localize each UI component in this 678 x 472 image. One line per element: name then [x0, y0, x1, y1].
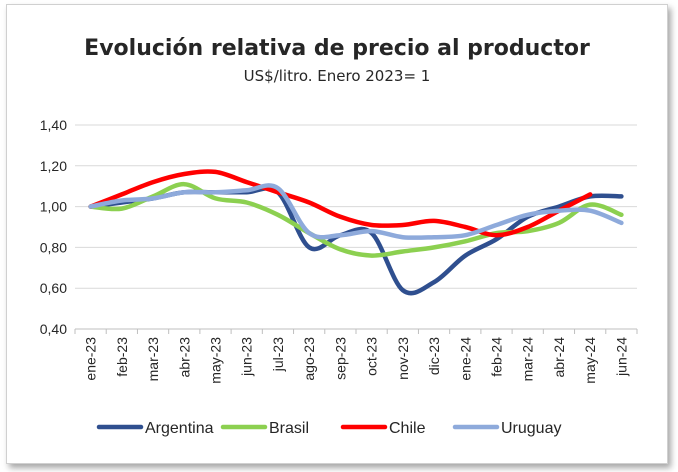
legend-label: Chile [389, 420, 426, 437]
y-tick-label: 1,00 [40, 199, 67, 215]
x-tick-label: ene-23 [83, 337, 99, 381]
legend-label: Uruguay [501, 420, 561, 437]
x-tick-label: abr-23 [176, 337, 192, 378]
y-tick-label: 0,80 [40, 239, 67, 255]
legend-item-uruguay: Uruguay [452, 420, 561, 437]
chart-title: Evolución relativa de precio al producto… [84, 36, 590, 61]
x-tick-label: ene-24 [457, 337, 473, 381]
legend-label: Argentina [145, 420, 214, 437]
y-tick-label: 0,60 [40, 280, 67, 296]
x-tick-label: nov-23 [395, 337, 411, 380]
x-tick-label: dic-23 [426, 337, 442, 375]
x-tick-label: mar-23 [145, 337, 161, 382]
legend-label: Brasil [269, 420, 309, 437]
y-tick-label: 1,40 [40, 117, 67, 133]
x-axis: ene-23 feb-23 mar-23 abr-23 may-23 jun-23 jul-… [74, 328, 638, 384]
y-tick-label: 0,40 [40, 321, 67, 337]
chart-subtitle: US$/litro. Enero 2023= 1 [244, 67, 431, 85]
x-tick-label: feb-23 [114, 337, 130, 377]
x-tick-label: jun-24 [613, 337, 629, 377]
line-chart: Evolución relativa de precio al producto… [40, 36, 638, 437]
x-tick-label: mar-24 [520, 337, 536, 382]
x-tick-label: sep-23 [332, 337, 348, 380]
legend-item-chile: Chile [340, 420, 426, 437]
x-tick-label: may-24 [582, 337, 598, 384]
series-lines [88, 169, 624, 296]
x-tick-label: may-23 [208, 337, 224, 384]
series-line-uruguay [88, 183, 624, 240]
legend-item-argentina: Argentina [96, 420, 214, 437]
x-tick-label: jul-23 [270, 337, 286, 372]
legend: Argentina Brasil Chile Uruguay [96, 420, 561, 437]
x-tick-label: feb-24 [489, 337, 505, 377]
y-tick-label: 1,20 [40, 158, 67, 174]
series-line-argentina [88, 186, 624, 296]
series-line-chile [88, 169, 593, 238]
x-tick-label: abr-24 [551, 337, 567, 378]
x-tick-label: oct-23 [364, 337, 380, 376]
series-line-brasil [88, 181, 624, 258]
x-tick-label: ago-23 [301, 337, 317, 381]
chart-frame: Evolución relativa de precio al producto… [6, 4, 668, 464]
y-axis: 0,40 0,60 0,80 1,00 1,20 1,40 [40, 117, 67, 337]
legend-item-brasil: Brasil [220, 420, 309, 437]
x-tick-label: jun-23 [239, 337, 255, 377]
